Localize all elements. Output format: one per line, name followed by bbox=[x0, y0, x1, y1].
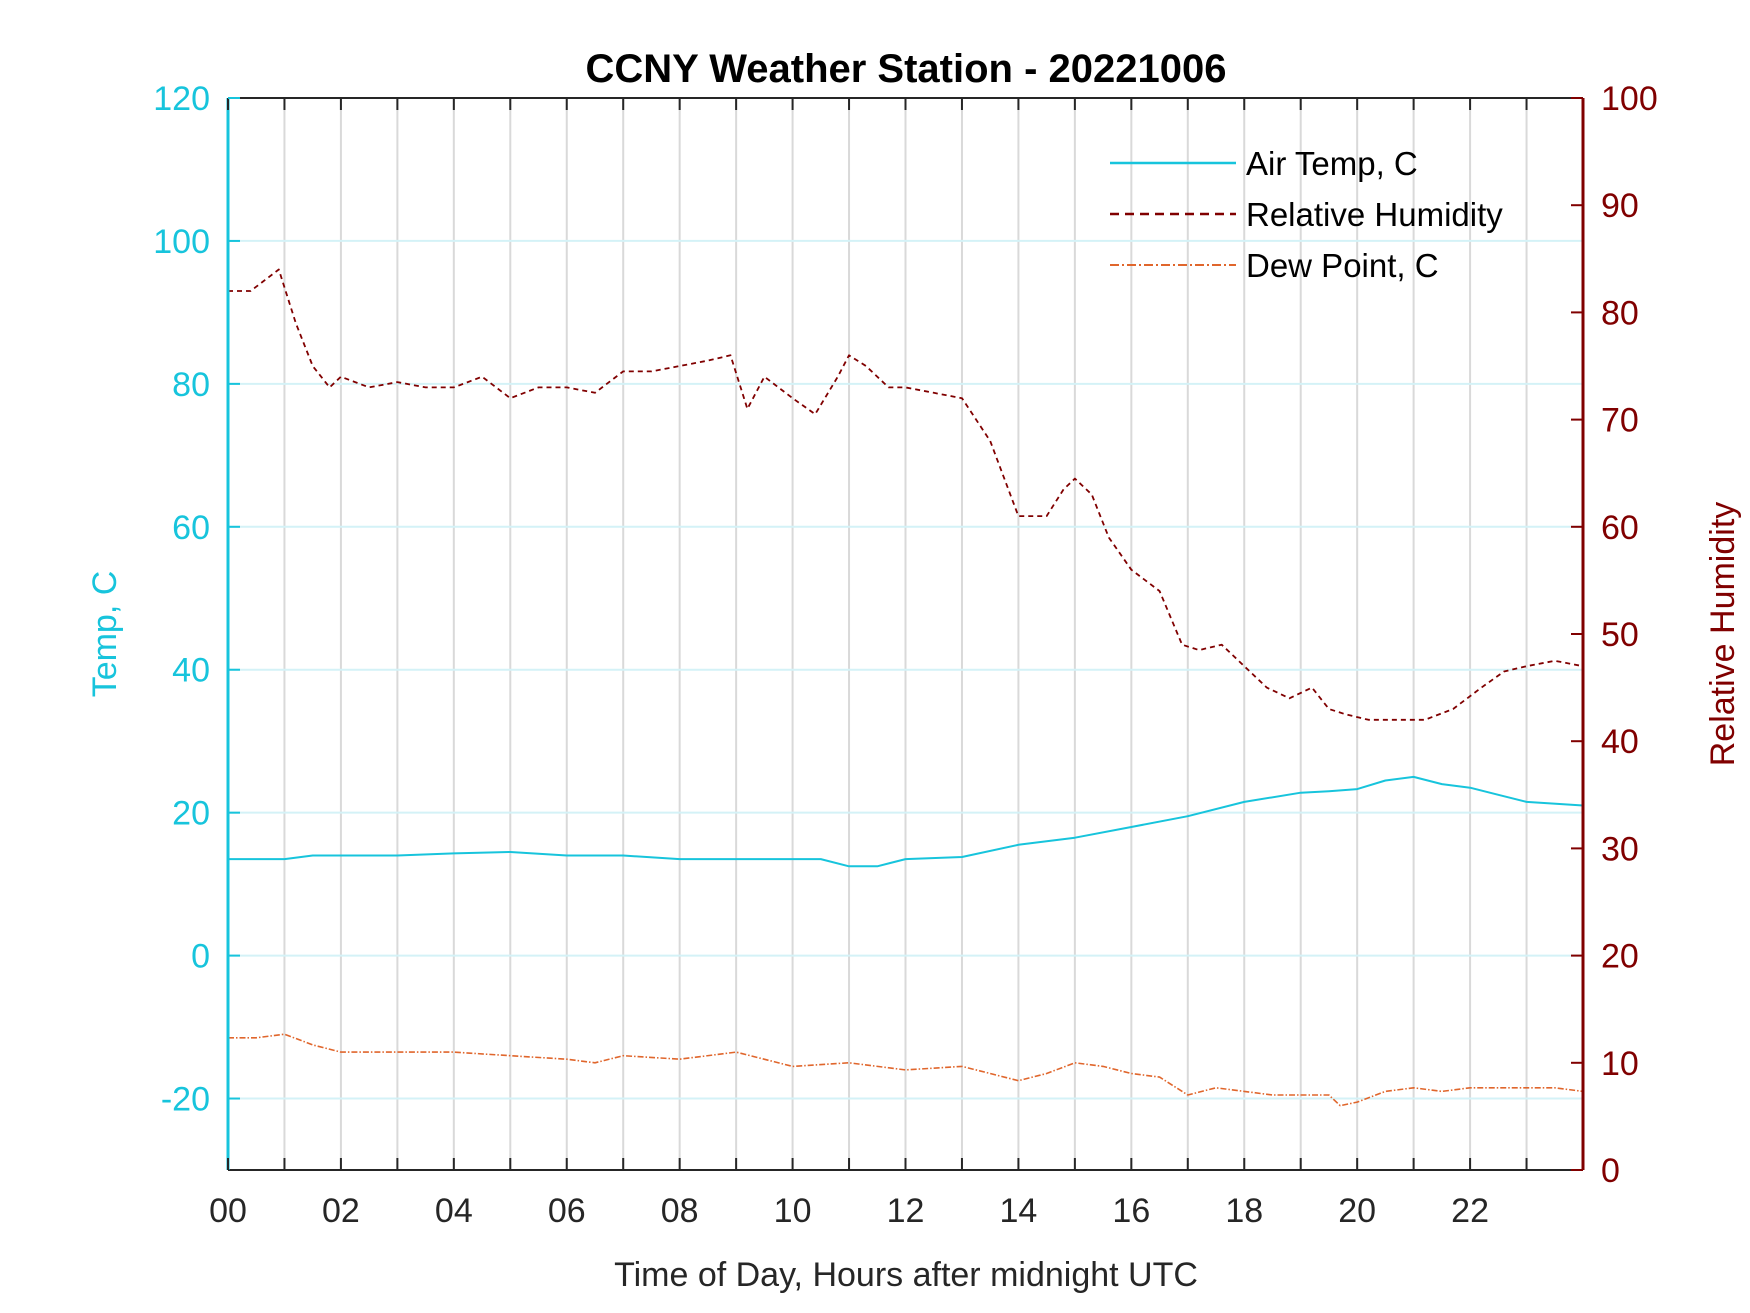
y-left-tick-label-0: 0 bbox=[191, 938, 210, 976]
x-tick-label-20: 20 bbox=[1338, 1192, 1376, 1230]
horizontal-grid-lines bbox=[228, 239, 1583, 1100]
legend: Air Temp, C Relative Humidity Dew Point,… bbox=[1110, 145, 1503, 284]
y-left-tick-label-120: 120 bbox=[153, 80, 210, 118]
series-line-relative-humidity bbox=[228, 268, 1584, 721]
x-tick-label-08: 08 bbox=[661, 1192, 699, 1230]
axes-layer bbox=[226, 97, 1585, 1171]
y-right-tick-label-40: 40 bbox=[1601, 723, 1639, 761]
x-tick-label-06: 06 bbox=[548, 1192, 586, 1230]
y-right-tick-label-30: 30 bbox=[1601, 830, 1639, 868]
y-left-tick-label-100: 100 bbox=[153, 223, 210, 261]
tick-labels: 00 02 04 06 08 10 12 14 16 18 20 22-200204060801001… bbox=[153, 80, 1657, 1230]
y-left-tick-label-60: 60 bbox=[172, 509, 210, 547]
x-axis-label: Time of Day, Hours after midnight UTC bbox=[614, 1256, 1198, 1294]
series-layer bbox=[228, 268, 1584, 1107]
x-tick-label-16: 16 bbox=[1112, 1192, 1150, 1230]
y-right-tick-label-20: 20 bbox=[1601, 938, 1639, 976]
y-right-tick-label-60: 60 bbox=[1601, 509, 1639, 547]
chart-title: CCNY Weather Station - 20221006 bbox=[586, 47, 1227, 91]
x-tick-label-00: 00 bbox=[209, 1192, 247, 1230]
y-right-tick-label-0: 0 bbox=[1601, 1152, 1620, 1190]
y-right-tick-label-80: 80 bbox=[1601, 294, 1639, 332]
series-line-dew-point-c bbox=[228, 1033, 1584, 1107]
y-right-tick-label-50: 50 bbox=[1601, 616, 1639, 654]
legend-label-dew-point: Dew Point, C bbox=[1246, 247, 1439, 284]
y-left-tick-label-40: 40 bbox=[172, 652, 210, 690]
y-right-tick-label-10: 10 bbox=[1601, 1045, 1639, 1083]
x-tick-label-10: 10 bbox=[774, 1192, 812, 1230]
y-left-tick-label-80: 80 bbox=[172, 366, 210, 404]
vertical-grid-lines bbox=[283, 98, 1528, 1170]
y-right-tick-label-70: 70 bbox=[1601, 402, 1639, 440]
legend-label-humidity: Relative Humidity bbox=[1246, 196, 1503, 233]
y-axis-left-label: Temp, C bbox=[86, 571, 124, 698]
y-axis-right-label: Relative Humidity bbox=[1704, 502, 1742, 767]
x-tick-label-14: 14 bbox=[1000, 1192, 1038, 1230]
y-left-tick-label-20: 20 bbox=[172, 795, 210, 833]
legend-label-air-temp: Air Temp, C bbox=[1246, 145, 1418, 182]
x-tick-label-04: 04 bbox=[435, 1192, 473, 1230]
x-tick-label-22: 22 bbox=[1451, 1192, 1489, 1230]
series-line-air-temp-c bbox=[228, 775, 1584, 868]
x-tick-label-18: 18 bbox=[1225, 1192, 1263, 1230]
y-right-tick-label-90: 90 bbox=[1601, 187, 1639, 225]
x-tick-label-12: 12 bbox=[887, 1192, 925, 1230]
y-left-tick-label--20: -20 bbox=[161, 1081, 210, 1119]
x-tick-label-02: 02 bbox=[322, 1192, 360, 1230]
y-right-tick-label-100: 100 bbox=[1601, 80, 1658, 118]
